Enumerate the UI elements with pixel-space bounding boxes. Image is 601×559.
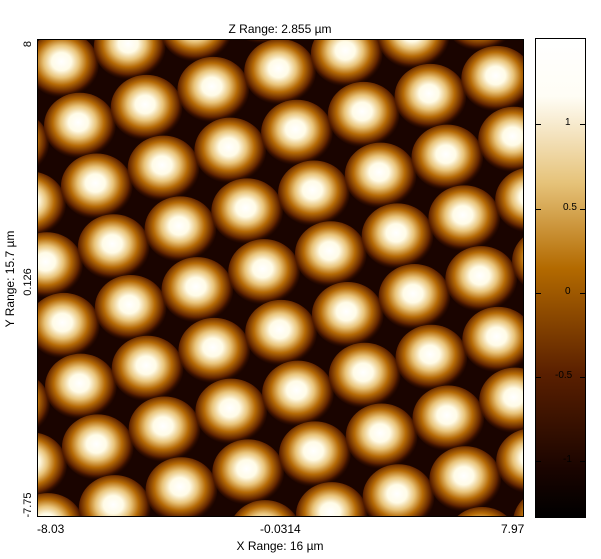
surface-dome xyxy=(244,40,316,105)
colorbar-tick-mark xyxy=(580,377,585,378)
surface-dome xyxy=(195,378,268,445)
x-tick-left: -8.03 xyxy=(37,522,65,536)
surface-dome xyxy=(127,135,200,202)
surface-dome xyxy=(77,214,150,280)
afm-height-image xyxy=(37,39,524,517)
surface-dome xyxy=(428,185,501,252)
colorbar-tick-label: 0 xyxy=(565,286,571,297)
surface-dome xyxy=(411,124,484,191)
surface-dome xyxy=(496,429,523,494)
surface-dome xyxy=(429,446,502,513)
surface-dome xyxy=(377,40,450,69)
surface-dome xyxy=(38,493,83,516)
colorbar-tick-mark xyxy=(536,293,541,294)
surface-dome xyxy=(161,257,234,323)
surface-dome xyxy=(310,40,383,87)
x-axis-label: X Range: 16 µm xyxy=(236,539,324,553)
surface-dome xyxy=(245,299,317,366)
colorbar-tick-label: -1 xyxy=(563,454,572,465)
surface-dome xyxy=(44,353,117,420)
surface-dome xyxy=(211,178,283,245)
surface-dome xyxy=(361,203,434,270)
surface-dome xyxy=(110,74,183,141)
colorbar-tick-mark xyxy=(580,461,585,462)
colorbar-tick-mark xyxy=(536,461,541,462)
surface-dome xyxy=(261,99,333,166)
surface-dome xyxy=(462,306,523,373)
surface-dome xyxy=(395,324,468,391)
surface-dome xyxy=(38,232,83,298)
surface-dome xyxy=(378,264,451,330)
surface-dome xyxy=(228,239,300,305)
surface-dome xyxy=(212,439,284,506)
colorbar-tick-mark xyxy=(580,293,585,294)
colorbar xyxy=(535,38,586,518)
surface-dome xyxy=(461,45,523,112)
colorbar-tick-label: 0.5 xyxy=(563,202,577,213)
y-tick-top: 8 xyxy=(22,40,34,48)
colorbar-tick-mark xyxy=(536,377,541,378)
surface-dome xyxy=(345,403,418,470)
surface-dome xyxy=(328,342,401,409)
surface-dome xyxy=(111,335,184,402)
surface-dome xyxy=(479,367,523,434)
surface-dome xyxy=(61,414,134,481)
y-axis-label: Y Range: 15.7 µm xyxy=(3,230,17,328)
surface-dome xyxy=(94,275,167,341)
surface-dome xyxy=(513,499,523,516)
surface-dome xyxy=(177,56,250,123)
surface-dome xyxy=(145,457,218,516)
surface-dome xyxy=(78,475,151,516)
surface-dome xyxy=(128,396,201,463)
surface-dome xyxy=(295,482,368,516)
surface-dome xyxy=(478,106,523,173)
surface-dome xyxy=(38,172,66,237)
surface-dome xyxy=(495,168,523,233)
surface-dome xyxy=(412,385,485,452)
surface-dome xyxy=(279,421,351,488)
surface-dome xyxy=(178,317,251,384)
surface-dome xyxy=(144,196,217,263)
surface-dome xyxy=(362,464,435,516)
y-tick-bottom: -7.75 xyxy=(22,492,34,518)
surface-dome xyxy=(60,153,133,220)
surface-dome xyxy=(93,40,166,80)
x-tick-right: 7.97 xyxy=(501,522,525,536)
surface-dome xyxy=(162,40,231,62)
surface-dome xyxy=(512,237,523,285)
surface-dome xyxy=(294,221,367,287)
surface-dome xyxy=(234,500,296,516)
surface-dome xyxy=(38,292,100,359)
x-tick-center: -0.0314 xyxy=(260,522,301,536)
colorbar-tick-mark xyxy=(536,209,541,210)
surface-domes xyxy=(38,40,523,516)
surface-dome xyxy=(327,81,400,148)
colorbar-tick-mark xyxy=(580,209,585,210)
colorbar-tick-mark xyxy=(580,124,585,125)
surface-dome xyxy=(457,507,507,516)
surface-dome xyxy=(311,281,384,348)
surface-dome xyxy=(278,160,350,227)
y-tick-center: 0.126 xyxy=(22,268,34,296)
surface-dome xyxy=(344,142,417,209)
surface-dome xyxy=(38,40,99,98)
surface-dome xyxy=(38,432,67,498)
colorbar-tick-label: 1 xyxy=(565,117,571,128)
surface-dome xyxy=(43,92,116,159)
z-range-title: Z Range: 2.855 µm xyxy=(228,22,332,36)
colorbar-tick-label: -0.5 xyxy=(555,370,573,381)
surface-dome xyxy=(194,117,267,184)
surface-dome xyxy=(445,246,518,312)
colorbar-tick-mark xyxy=(536,124,541,125)
surface-dome xyxy=(394,63,467,130)
surface-dome xyxy=(262,360,334,427)
